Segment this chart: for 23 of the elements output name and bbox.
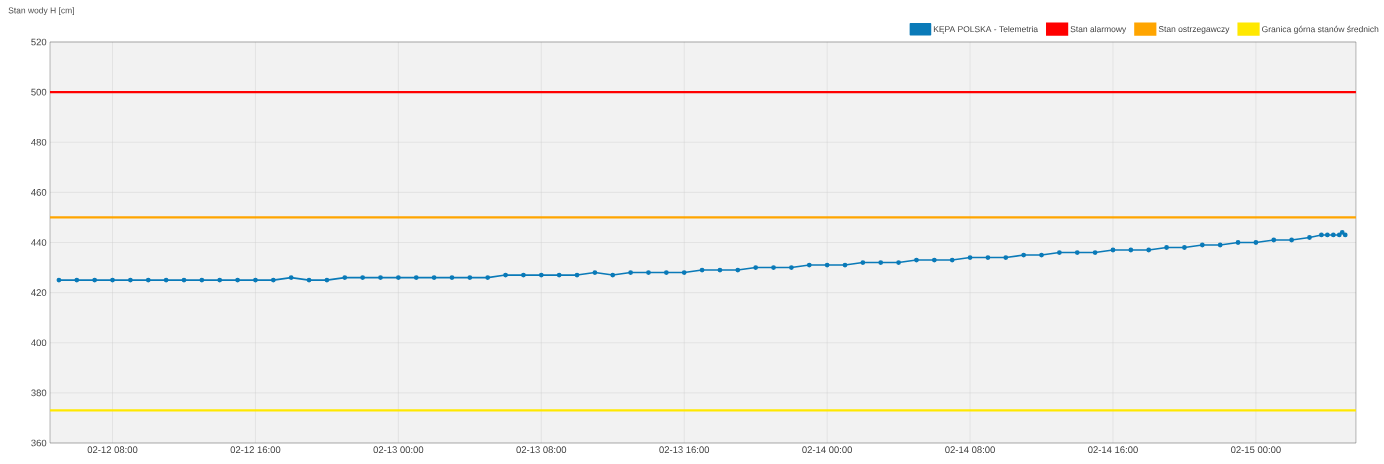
y-tick-label: 460 <box>31 189 47 196</box>
legend-label: Stan ostrzegawczy <box>1158 26 1230 34</box>
y-tick-label: 500 <box>31 88 47 96</box>
y-tick-label: 380 <box>31 389 47 397</box>
x-tick-label: 02-13 16:00 <box>659 446 710 454</box>
y-tick-label: 360 <box>31 439 47 447</box>
y-tick-label: 400 <box>31 339 47 347</box>
x-tick-label: 02-13 08:00 <box>516 446 567 454</box>
x-tick-label: 02-12 16:00 <box>230 446 281 454</box>
legend-label: Granica górna stanów średnich <box>1262 25 1379 34</box>
x-tick-label: 02-14 00:00 <box>802 446 853 454</box>
y-tick-label: 520 <box>31 38 47 46</box>
x-tick-label: 02-14 08:00 <box>945 446 995 454</box>
x-tick-label: 02-15 00:00 <box>1231 446 1281 454</box>
x-tick-label: 02-13 00:00 <box>373 446 424 454</box>
x-tick-label: 02-14 16:00 <box>1088 446 1138 454</box>
y-tick-label: 480 <box>31 138 47 146</box>
legend-label: Stan alarmowy <box>1070 25 1127 34</box>
x-tick-label: 02-12 08:00 <box>87 446 138 454</box>
y-tick-label: 420 <box>31 289 47 296</box>
y-tick-label: 440 <box>31 239 47 246</box>
y-axis-title: Stan wody H [cm] <box>8 7 74 16</box>
legend-label: KĘPA POLSKA - Telemetria <box>933 25 1039 34</box>
